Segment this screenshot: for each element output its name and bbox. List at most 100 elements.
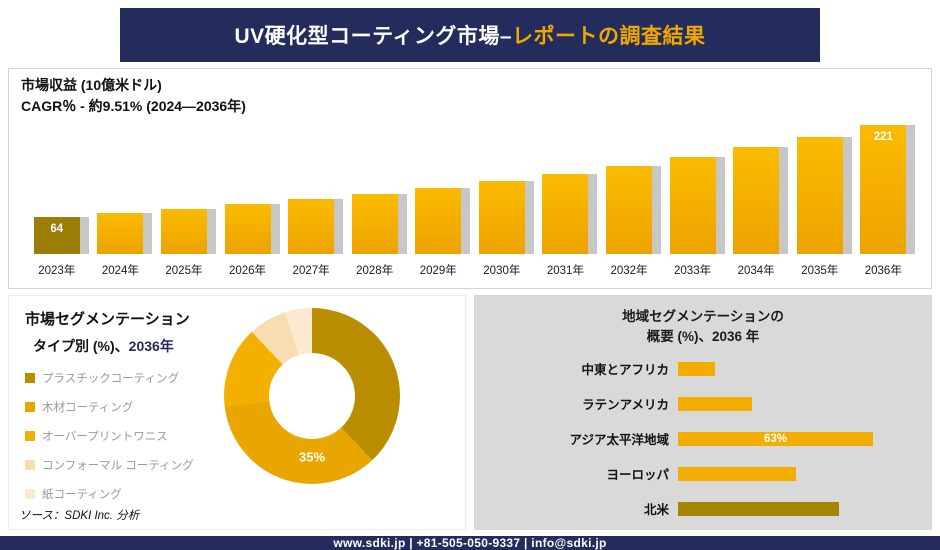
region-label: 北米 — [643, 503, 669, 518]
revenue-bar-column — [661, 120, 725, 254]
revenue-bar-column: 64 — [25, 120, 89, 254]
region-segmentation-panel: 地域セグメンテーションの 概要 (%)、2036 年 中東とアフリカ ラテンアメリ… — [474, 295, 932, 531]
legend-swatch — [25, 431, 35, 441]
segmentation-subtitle-prefix: タイプ別 (%)、 — [33, 338, 129, 354]
revenue-bar-column: 221 — [852, 120, 916, 254]
x-axis-label: 2032年 — [610, 265, 648, 277]
legend-label: プラスチックコーティング — [42, 373, 180, 385]
revenue-bar-column — [597, 120, 661, 254]
footer-contact-text: www.sdki.jp | +81-505-050-9337 | info@sd… — [333, 536, 607, 550]
region-title-line1: 地域セグメンテーションの — [622, 309, 784, 324]
region-title-line2: 概要 (%)、2036 年 — [646, 328, 760, 344]
x-axis-label: 2033年 — [674, 265, 712, 277]
revenue-bar-column — [279, 120, 344, 254]
region-bar — [678, 396, 752, 411]
x-axis-label: 2029年 — [419, 265, 457, 277]
revenue-bar-column — [406, 120, 471, 254]
revenue-bar — [288, 199, 344, 254]
revenue-chart-title: 市場収益 (10億米ドル) — [21, 77, 162, 93]
legend-swatch — [25, 402, 35, 412]
source-note: ソース：SDKI Inc. 分析 — [19, 510, 140, 523]
revenue-bar — [97, 213, 153, 254]
revenue-bar — [542, 174, 598, 254]
legend-swatch — [25, 460, 35, 470]
segmentation-subtitle: タイプ別 (%)、2036年 — [33, 336, 465, 356]
legend-label: 木材コーティング — [42, 402, 134, 414]
x-axis-label: 2035年 — [801, 265, 839, 277]
revenue-bar-column — [724, 120, 789, 254]
region-label: ラテンアメリカ — [582, 398, 669, 413]
legend-label: 紙コーティング — [42, 489, 122, 501]
revenue-bar-column — [470, 120, 534, 254]
x-axis-label: 2028年 — [356, 265, 394, 277]
donut-chart: 35% — [224, 308, 400, 484]
x-axis-label: 2036年 — [864, 265, 902, 277]
x-axis-label: 2024年 — [101, 265, 139, 277]
donut-chart-wrap: 35% — [224, 308, 400, 484]
x-axis-label: 2023年 — [38, 265, 76, 277]
legend-label: コンフォーマル コーティング — [42, 460, 194, 472]
revenue-bar — [605, 166, 661, 254]
revenue-bars: 64 221 — [21, 120, 919, 254]
legend-swatch — [25, 489, 35, 499]
revenue-bar-column — [216, 120, 280, 254]
region-row: ラテンアメリカ — [490, 394, 916, 413]
title-section: UV硬化型コーティング市場– レポートの調査結果 — [0, 0, 940, 68]
region-bar — [678, 466, 796, 481]
bottom-section: 市場セグメンテーション タイプ別 (%)、2036年 プラスチックコーティング木… — [8, 295, 932, 531]
region-row: ヨーロッパ — [490, 464, 916, 483]
legend-label: オーバープリントワニス — [42, 431, 168, 443]
x-axis-label: 2025年 — [165, 265, 203, 277]
revenue-cagr-text: CAGR％ - 約9.51% (2024―2036年) — [21, 98, 246, 114]
x-axis-label: 2027年 — [292, 265, 330, 277]
revenue-bar — [669, 157, 725, 254]
legend-item: プラスチックコーティング — [25, 370, 465, 386]
legend-item: 木材コーティング — [25, 399, 465, 415]
revenue-bar-column — [89, 120, 153, 254]
page-title-accent: レポートの調査結果 — [512, 25, 706, 48]
region-bar — [678, 361, 715, 376]
legend-swatch — [25, 373, 35, 383]
revenue-bar: 221 — [860, 125, 916, 254]
revenue-chart-panel: 市場収益 (10億米ドル) CAGR％ - 約9.51% (2024―2036年… — [8, 68, 932, 289]
revenue-bar-value: 64 — [50, 223, 64, 235]
revenue-bar — [351, 194, 407, 254]
revenue-bar — [796, 137, 852, 254]
legend-item: 紙コーティング — [25, 486, 465, 502]
region-bar: 63% — [678, 431, 873, 446]
region-chart-title: 地域セグメンテーションの 概要 (%)、2036 年 — [490, 307, 916, 346]
revenue-bar — [160, 209, 216, 254]
legend-item: オーバープリントワニス — [25, 428, 465, 444]
region-bar — [678, 501, 839, 516]
region-row: 中東とアフリカ — [490, 359, 916, 378]
x-axis-label: 2030年 — [483, 265, 521, 277]
region-label: 中東とアフリカ — [581, 363, 669, 378]
page-title-main: UV硬化型コーティング市場– — [234, 25, 513, 48]
revenue-bar — [733, 147, 789, 254]
revenue-bar-column — [343, 120, 407, 254]
revenue-xlabels: 2023年 2024年 2025年 2026年 2027年 2028年 2029年 2030年… — [21, 254, 919, 284]
type-segmentation-panel: 市場セグメンテーション タイプ別 (%)、2036年 プラスチックコーティング木… — [8, 295, 466, 531]
x-axis-label: 2031年 — [546, 265, 584, 277]
region-label: アジア太平洋地域 — [569, 433, 669, 448]
revenue-bar-column — [534, 120, 598, 254]
type-legend: プラスチックコーティング 木材コーティングオーバープリントワニスコンフォーマル コ… — [25, 370, 465, 502]
region-row: アジア太平洋地域 63% — [490, 429, 916, 448]
revenue-bar — [224, 204, 280, 254]
region-bar-value: 63% — [763, 432, 788, 445]
page-title: UV硬化型コーティング市場– レポートの調査結果 — [120, 8, 820, 62]
revenue-bar — [415, 188, 471, 254]
x-axis-label: 2026年 — [228, 265, 267, 277]
revenue-bar-column — [152, 120, 216, 254]
donut-segment-value: 35% — [298, 449, 326, 465]
footer-bar: www.sdki.jp | +81-505-050-9337 | info@sd… — [0, 536, 940, 550]
region-rows: 中東とアフリカ ラテンアメリカアジア太平洋地域 63% ヨーロッパ北米 — [490, 359, 916, 518]
region-label: ヨーロッパ — [606, 468, 669, 483]
revenue-bar — [478, 181, 534, 254]
x-axis-label: 2034年 — [737, 265, 775, 277]
segmentation-title: 市場セグメンテーション — [25, 311, 190, 328]
revenue-bar: 64 — [33, 217, 89, 254]
legend-item: コンフォーマル コーティング — [25, 457, 465, 473]
revenue-bar-value: 221 — [873, 131, 893, 143]
